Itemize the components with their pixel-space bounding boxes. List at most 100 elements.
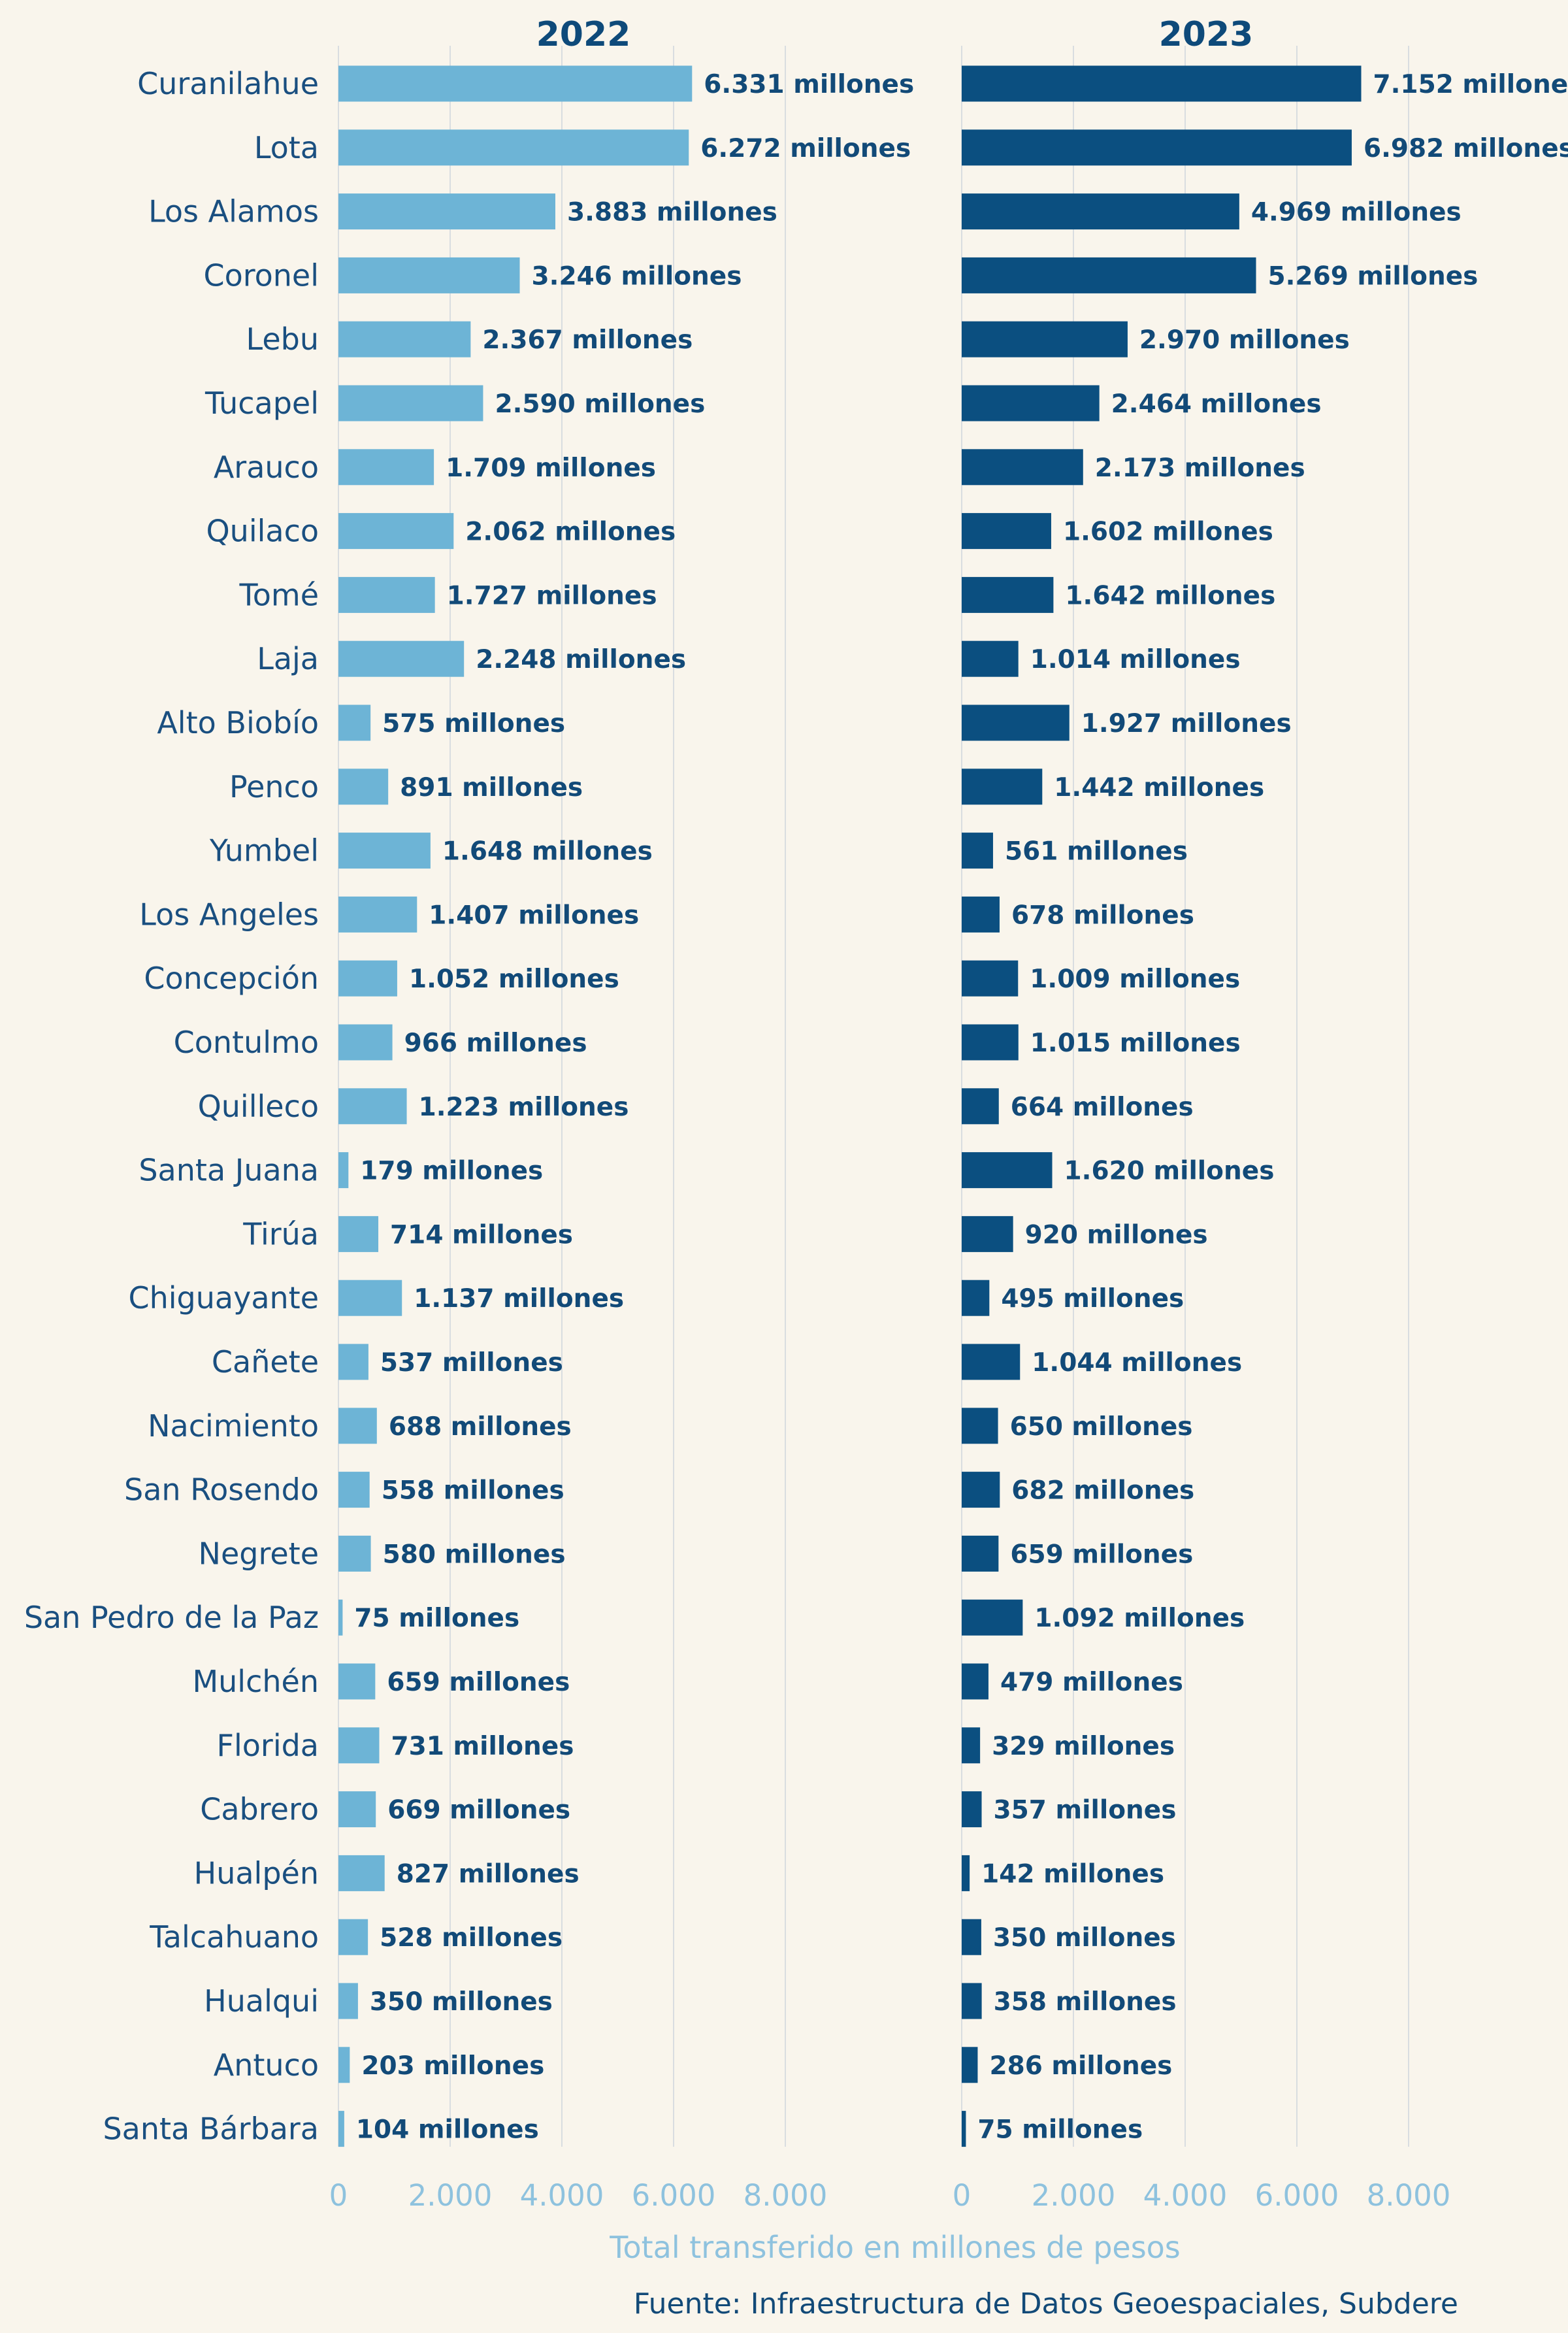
value-label-2022: 3.246 millones [532,261,742,291]
value-label-2022: 1.727 millones [447,581,657,610]
value-label-2023: 682 millones [1011,1476,1194,1506]
bar-2022 [338,1599,343,1636]
value-label-2022: 104 millones [356,2115,539,2145]
bar-2023 [962,513,1051,550]
bar-2022 [338,513,454,550]
value-label-2022: 558 millones [382,1476,564,1506]
bar-2022 [338,1280,402,1316]
bars [338,65,1362,2147]
x-tick-label-2022-6000: 6.000 [632,2178,716,2213]
bar-2022 [338,1663,376,1700]
value-label-2022: 1.407 millones [429,901,639,930]
bar-2023 [962,449,1083,486]
value-label-2023: 650 millones [1010,1412,1193,1442]
bar-2022 [338,449,434,486]
category-label: Talcahuano [149,1919,319,1955]
value-label-2023: 1.927 millones [1081,709,1292,738]
category-label: Chiguayante [129,1280,319,1315]
bar-2023 [962,257,1256,293]
value-label-2022: 688 millones [389,1412,572,1442]
bar-2022 [338,640,465,677]
bar-2023 [962,1855,970,1891]
value-label-2022: 350 millones [370,1987,553,2017]
bar-2022 [338,321,471,357]
category-label: Hualqui [204,1983,319,2019]
category-label: Mulchén [192,1664,319,1699]
category-label: Arauco [214,450,319,485]
category-label: Tirúa [242,1216,319,1251]
category-label: Florida [217,1728,319,1763]
category-label: Quilaco [206,514,319,549]
bar-2022 [338,1727,380,1764]
value-label-2023: 4.969 millones [1251,198,1462,227]
category-label: Alto Biobío [157,705,319,740]
x-tick-label-2022-2000: 2.000 [408,2178,493,2213]
value-label-2023: 1.092 millones [1034,1604,1245,1633]
value-label-2022: 659 millones [387,1668,570,1697]
value-label-2022: 891 millones [400,773,583,802]
bar-2022 [338,1408,377,1444]
bar-2023 [962,2111,966,2147]
value-label-2022: 1.223 millones [419,1093,629,1122]
value-label-2022: 1.137 millones [414,1284,624,1314]
bar-2023 [962,1983,982,2019]
category-label: Concepción [144,961,319,996]
bar-2023 [962,1791,982,1828]
bar-2023 [962,1599,1023,1636]
category-label: Hualpén [194,1855,319,1891]
bar-2022 [338,576,435,613]
value-label-2023: 920 millones [1025,1220,1208,1249]
value-label-2022: 714 millones [390,1220,573,1249]
x-tick-label-2022-4000: 4.000 [520,2178,604,2213]
bar-2022 [338,833,431,869]
bar-2023 [962,576,1054,613]
bar-2023 [962,2047,978,2083]
source-note: Fuente: Infraestructura de Datos Geoespa… [634,2287,1458,2321]
value-label-2022: 6.272 millones [700,134,911,163]
bar-2023 [962,1663,988,1700]
value-label-2023: 1.014 millones [1030,645,1241,674]
category-label: Penco [229,769,319,804]
bar-2022 [338,1088,407,1125]
value-label-2023: 7.152 millones [1373,70,1568,99]
bar-2023 [962,1152,1053,1189]
value-label-2023: 1.620 millones [1064,1157,1275,1186]
category-label: Quilleco [198,1089,319,1124]
category-label: Contulmo [174,1025,319,1060]
bar-2022 [338,1216,379,1252]
value-label-2022: 1.648 millones [442,837,653,867]
value-label-2022: 580 millones [383,1540,566,1569]
category-label: Tomé [238,577,319,612]
value-label-2022: 1.709 millones [446,454,656,483]
panel-title-2023: 2023 [1159,15,1254,54]
x-tick-label-2023-8000: 8.000 [1367,2178,1451,2213]
category-label: Santa Juana [139,1153,319,1188]
value-label-2023: 2.173 millones [1095,454,1305,483]
value-label-2022: 75 millones [354,1604,519,1633]
bar-2022 [338,1344,368,1380]
category-label: San Pedro de la Paz [24,1600,319,1635]
value-label-2023: 495 millones [1001,1284,1184,1314]
x-tick-label-2023-0: 0 [953,2178,972,2213]
category-label: Los Alamos [148,194,319,229]
bar-2022 [338,1919,368,1955]
bar-2023 [962,1727,981,1764]
value-label-2023: 2.970 millones [1139,325,1350,355]
value-label-2023: 357 millones [994,1796,1177,1825]
value-label-2022: 2.367 millones [482,325,693,355]
bar-2022 [338,1791,376,1828]
value-label-2023: 329 millones [992,1732,1175,1761]
bar-2023 [962,1280,990,1316]
bar-2023 [962,1472,1000,1508]
bar-2022 [338,1152,349,1189]
category-label: Cañete [212,1344,319,1380]
bar-2022 [338,65,693,102]
category-label: Yumbel [209,833,319,869]
category-label: Laja [257,641,319,676]
panel-title-2022: 2022 [536,15,631,54]
value-label-2023: 1.602 millones [1063,518,1273,547]
category-label: Lota [254,130,319,165]
value-label-2023: 479 millones [1000,1668,1183,1697]
value-label-2022: 966 millones [404,1029,587,1058]
